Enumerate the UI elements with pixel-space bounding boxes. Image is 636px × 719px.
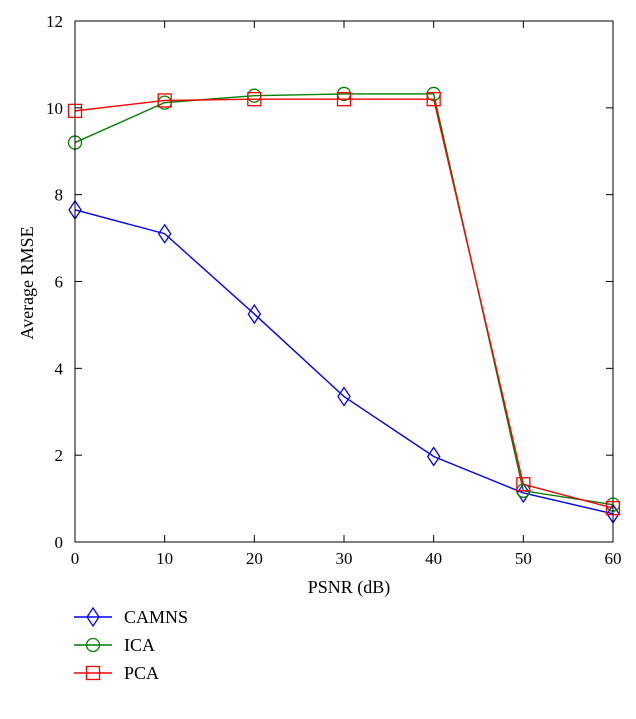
- legend-label-pca: PCA: [124, 663, 159, 683]
- data-point-pca: [157, 93, 172, 108]
- y-tick-label: 2: [55, 446, 64, 465]
- y-tick-label: 8: [55, 186, 64, 205]
- series-line-pca: [74, 98, 614, 509]
- x-axis-label: PSNR (dB): [308, 577, 391, 598]
- y-tick-label: 12: [46, 12, 63, 31]
- data-point-pca: [426, 92, 441, 107]
- data-point-camns: [247, 303, 262, 325]
- plot-area: [67, 86, 621, 524]
- x-tick-label: 30: [336, 549, 353, 568]
- series-line-ica: [74, 93, 614, 506]
- data-point-pca: [336, 92, 352, 107]
- x-tick-label: 60: [605, 549, 622, 568]
- series-line-camns: [74, 209, 614, 515]
- data-point-pca: [247, 92, 262, 107]
- x-tick-label: 0: [71, 549, 80, 568]
- legend-marker-pca: [85, 665, 101, 681]
- axes: 0 10 20 30 40 50 60 0 2 4 6 8 10 12: [46, 12, 622, 568]
- data-point-camns: [337, 386, 351, 407]
- legend: CAMNS ICA PCA: [74, 606, 188, 683]
- y-tick-label: 0: [55, 533, 64, 552]
- y-tick-label: 10: [46, 99, 63, 118]
- legend-marker-camns: [86, 606, 100, 628]
- y-tick-label: 6: [55, 273, 64, 292]
- y-tick-label: 4: [55, 359, 64, 378]
- legend-marker-ica: [85, 637, 101, 653]
- data-point-camns: [516, 482, 531, 504]
- x-tick-label: 40: [425, 549, 442, 568]
- x-tick-label: 20: [246, 549, 263, 568]
- y-axis-label: Average RMSE: [17, 226, 37, 339]
- data-point-pca: [516, 477, 531, 492]
- data-point-camns: [157, 223, 172, 244]
- legend-label-camns: CAMNS: [124, 607, 188, 627]
- legend-label-ica: ICA: [124, 635, 155, 655]
- x-tick-label: 50: [515, 549, 532, 568]
- x-tick-label: 10: [156, 549, 173, 568]
- data-point-camns: [426, 446, 441, 467]
